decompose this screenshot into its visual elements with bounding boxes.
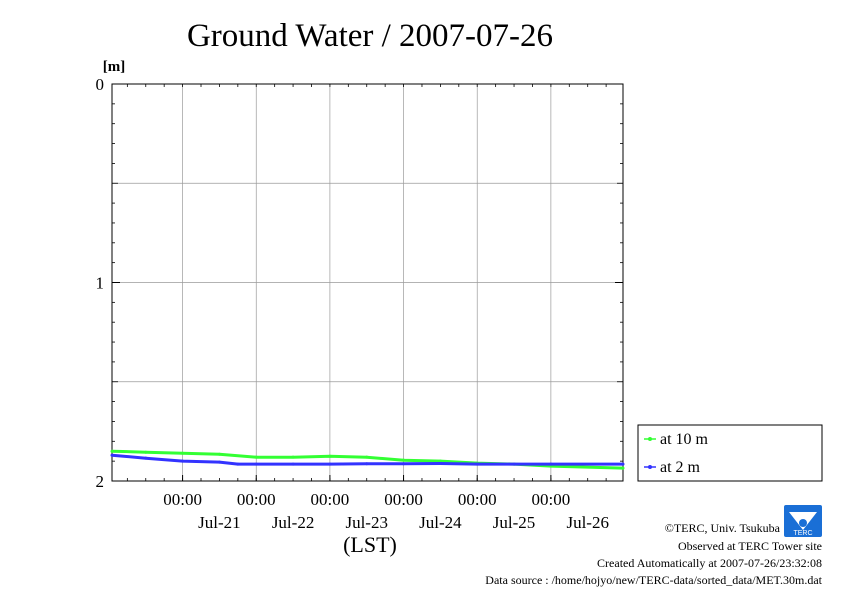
legend-label: at 2 m	[660, 459, 701, 476]
data-point	[217, 452, 221, 456]
data-point	[621, 462, 625, 466]
grid	[112, 84, 623, 481]
series-layer	[110, 449, 625, 470]
legend: at 10 m at 2 m	[637, 424, 823, 482]
data-point	[181, 459, 185, 463]
chart-title: Ground Water / 2007-07-26	[187, 18, 553, 54]
x-tick-date-label: Jul-22	[272, 513, 315, 532]
data-point	[438, 462, 442, 466]
created-text: Created Automatically at 2007-07-26/23:3…	[597, 556, 822, 570]
data-point	[181, 451, 185, 455]
data-point	[110, 449, 114, 453]
logo-text: TERC	[793, 530, 812, 537]
x-tick-time-label: 00:00	[384, 490, 423, 509]
x-tick-date-label: Jul-26	[566, 513, 609, 532]
legend-label: at 10 m	[660, 431, 709, 448]
data-point	[365, 455, 369, 459]
data-point	[402, 462, 406, 466]
data-source-text: Data source : /home/hojyo/new/TERC-data/…	[485, 573, 822, 587]
data-point	[144, 450, 148, 454]
data-point	[291, 462, 295, 466]
y-tick-label: 1	[96, 274, 105, 293]
y-tick-label: 0	[96, 75, 105, 94]
data-point	[328, 462, 332, 466]
x-tick-time-label: 00:00	[532, 490, 571, 509]
data-point	[254, 455, 258, 459]
legend-marker	[648, 437, 652, 441]
data-point	[291, 455, 295, 459]
data-point	[549, 462, 553, 466]
x-tick-time-label: 00:00	[163, 490, 202, 509]
x-axis: 00:00 Jul-21 00:00 Jul-22 00:00 Jul-23 00:00 Ju…	[126, 84, 609, 532]
data-point	[475, 462, 479, 466]
data-point	[438, 459, 442, 463]
x-tick-time-label: 00:00	[458, 490, 497, 509]
y-axis: 0 1 2	[96, 75, 623, 491]
x-tick-time-label: 00:00	[237, 490, 276, 509]
legend-marker	[648, 465, 652, 469]
data-point	[328, 454, 332, 458]
x-tick-date-label: Jul-23	[345, 513, 388, 532]
terc-logo: TERC	[784, 505, 822, 537]
data-point	[144, 456, 148, 460]
data-point	[512, 462, 516, 466]
observed-text: Observed at TERC Tower site	[678, 539, 822, 553]
x-tick-date-label: Jul-21	[198, 513, 241, 532]
x-tick-date-label: Jul-24	[419, 513, 462, 532]
data-point	[236, 462, 240, 466]
data-point	[621, 466, 625, 470]
legend-box	[637, 424, 823, 482]
x-axis-label: (LST)	[343, 532, 397, 557]
data-point	[254, 462, 258, 466]
data-point	[217, 460, 221, 464]
y-tick-label: 2	[96, 472, 105, 491]
y-unit-label: [m]	[103, 59, 126, 75]
copyright-text: ©TERC, Univ. Tsukuba	[665, 521, 781, 535]
data-point	[110, 453, 114, 457]
data-point	[402, 458, 406, 462]
x-tick-time-label: 00:00	[311, 490, 350, 509]
data-point	[365, 462, 369, 466]
x-tick-date-label: Jul-25	[493, 513, 536, 532]
